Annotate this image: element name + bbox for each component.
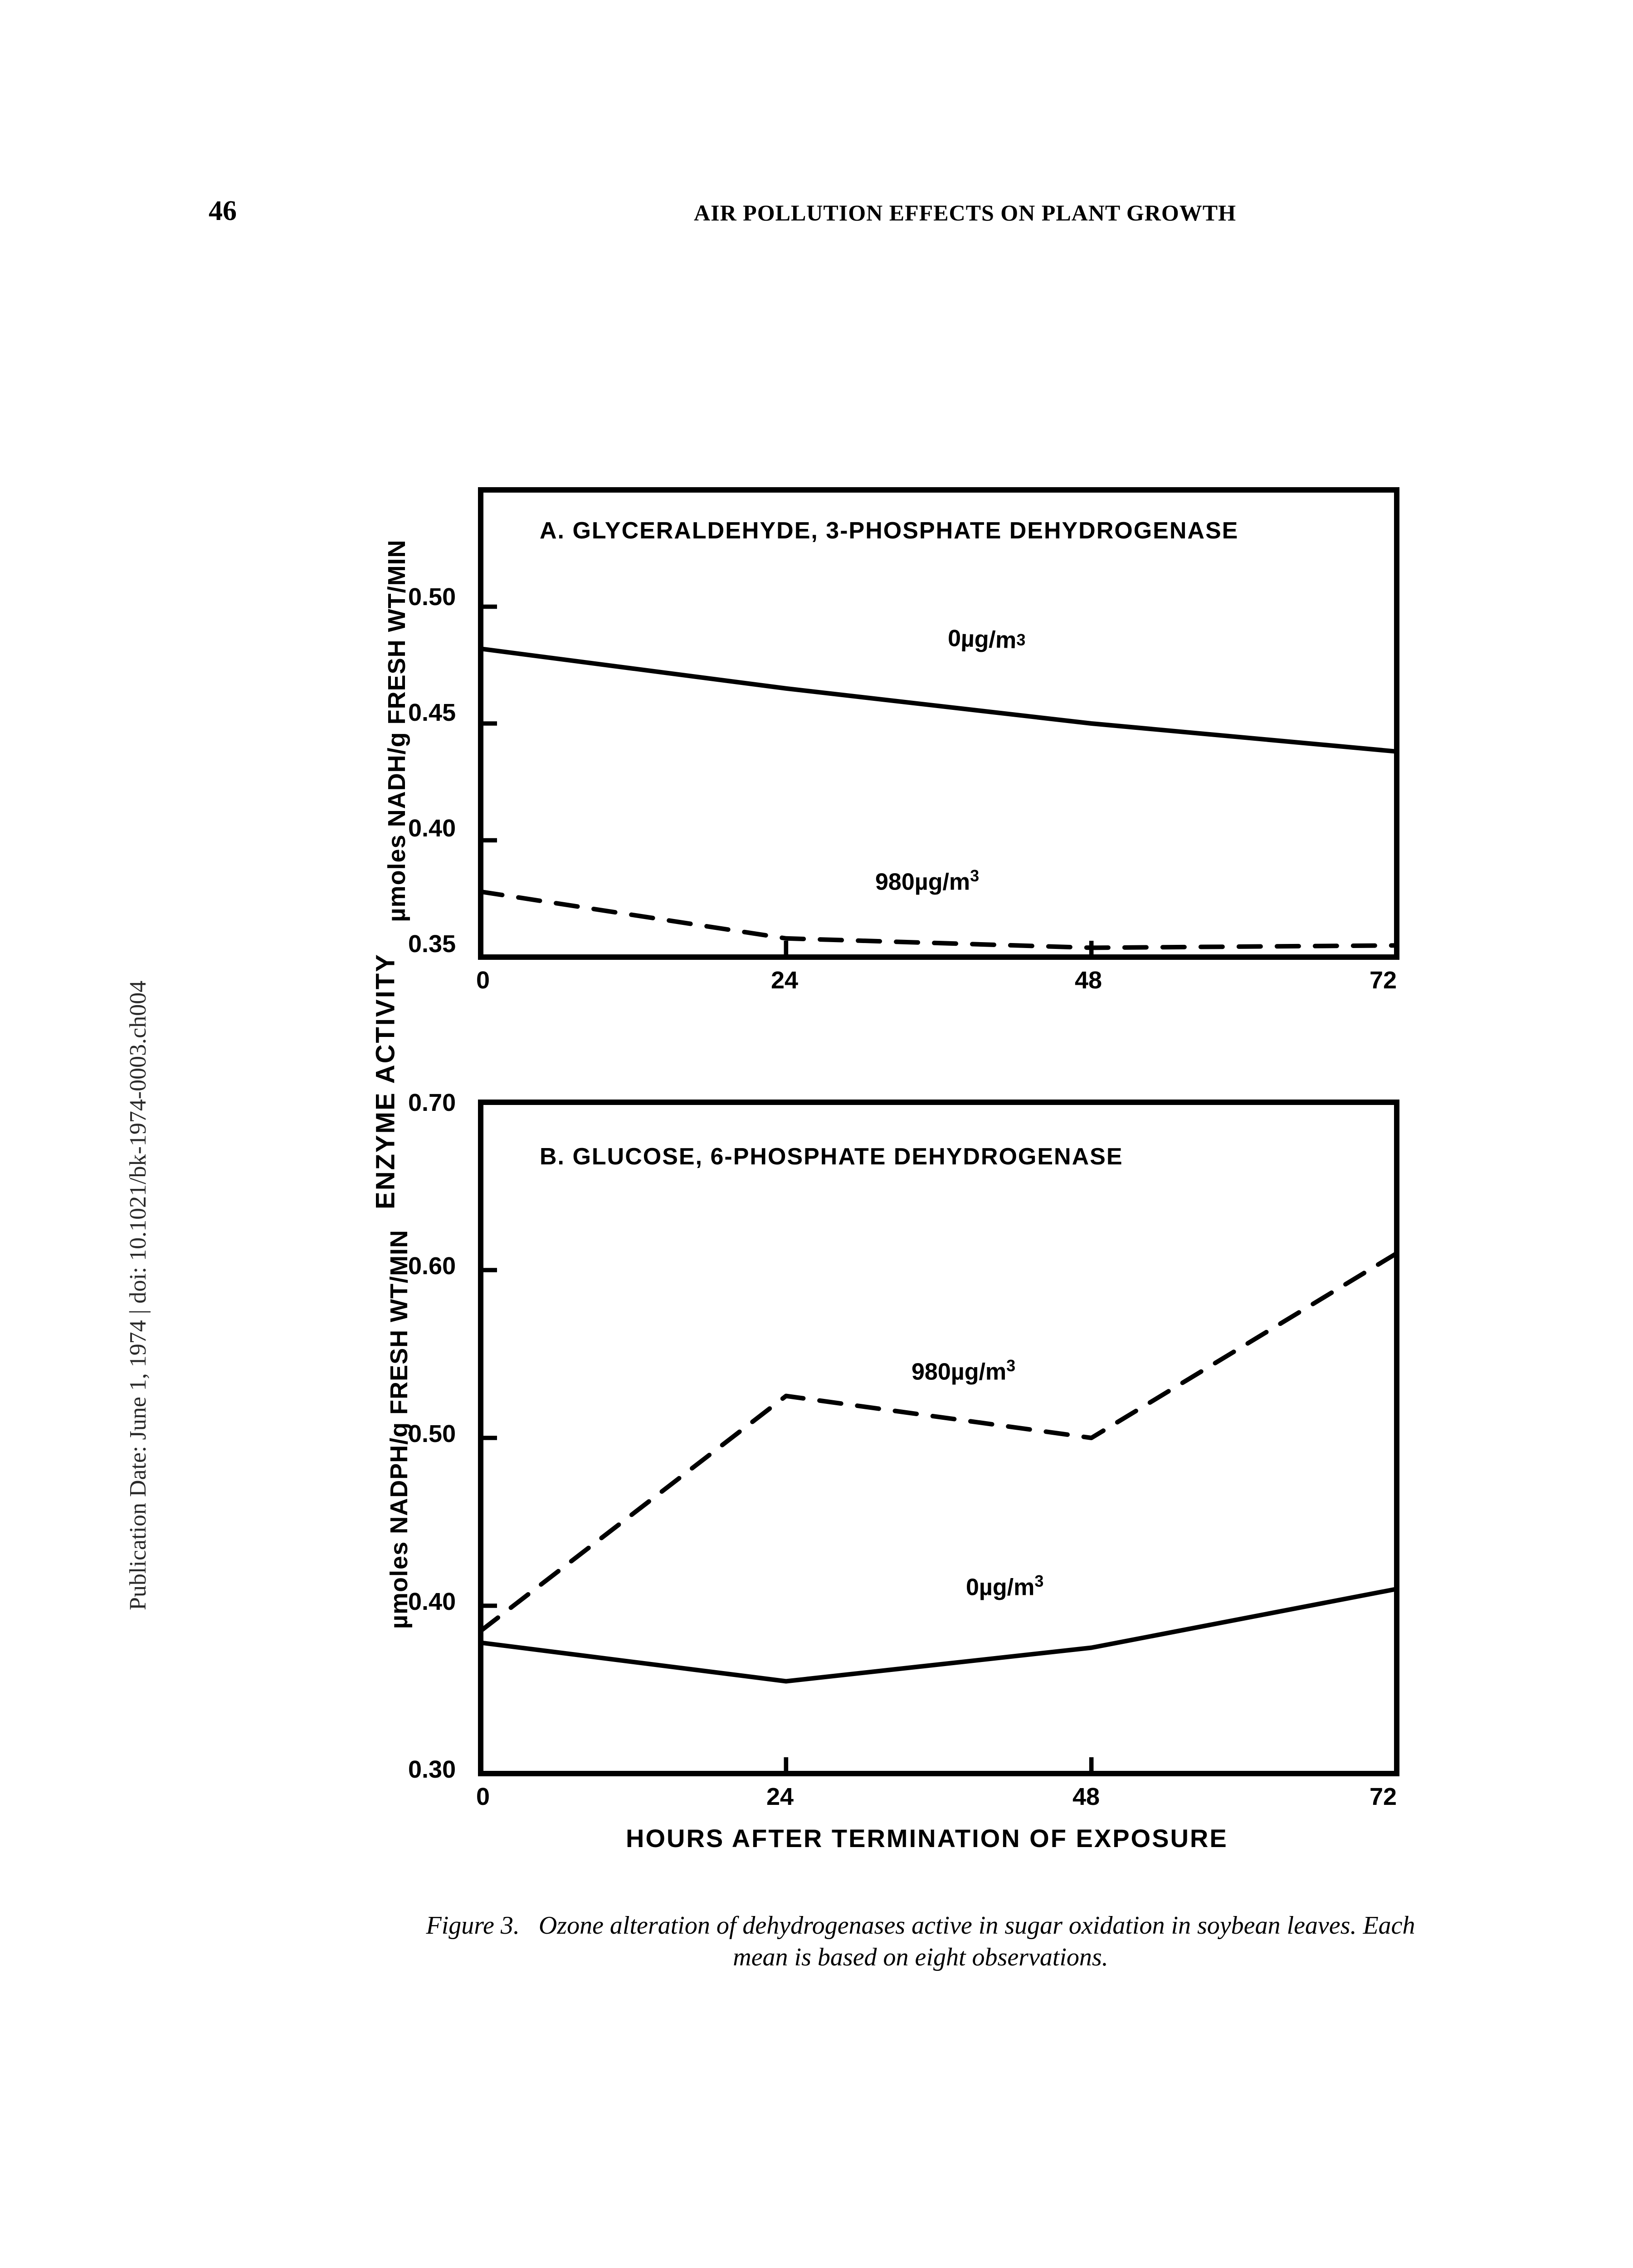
xtick-label: 48 — [1072, 1783, 1100, 1811]
xtick-label: 72 — [1370, 1783, 1397, 1811]
running-head: AIR POLLUTION EFFECTS ON PLANT GROWTH — [694, 200, 1236, 226]
xtick-label: 48 — [1075, 966, 1102, 994]
ytick-label: 0.40 — [408, 1588, 456, 1616]
panel-a-y-label: µmoles NADH/g FRESH WT/MIN — [383, 493, 411, 969]
figure-caption: Figure 3. Ozone alteration of dehydrogen… — [399, 1910, 1442, 1973]
panel-b-chart — [481, 1102, 1397, 1774]
series-label-control: 0µg/m3 — [966, 1572, 1043, 1601]
ytick-label: 0.50 — [408, 583, 456, 611]
series-label-ozone: 980µg/m3 — [875, 866, 979, 895]
figure-3: ENZYME ACTIVITY µmoles NADH/g FRESH WT/M… — [317, 476, 1451, 1973]
page: 46 AIR POLLUTION EFFECTS ON PLANT GROWTH… — [0, 0, 1633, 2268]
page-number: 46 — [209, 195, 237, 227]
ytick-label: 0.60 — [408, 1252, 456, 1280]
side-citation: Publication Date: June 1, 1974 | doi: 10… — [125, 981, 151, 1610]
series-label-ozone: 980µg/m3 — [912, 1356, 1015, 1385]
ytick-label: 0.45 — [408, 699, 456, 727]
panel-a-title: A. GLYCERALDEHYDE, 3-PHOSPHATE DEHYDROGE… — [540, 517, 1238, 544]
ytick-label: 0.50 — [408, 1420, 456, 1448]
panel-b-title: B. GLUCOSE, 6-PHOSPHATE DEHYDROGENASE — [540, 1143, 1123, 1170]
caption-body: Ozone alteration of dehydrogenases activ… — [539, 1911, 1415, 1971]
ytick-label: 0.35 — [408, 930, 456, 958]
xtick-label: 24 — [766, 1783, 794, 1811]
xtick-label: 24 — [771, 966, 798, 994]
caption-prefix: Figure 3. — [426, 1911, 520, 1940]
ytick-label: 0.40 — [408, 814, 456, 842]
series-label-control: 0µg/m3 — [947, 625, 1026, 655]
xtick-label: 72 — [1370, 966, 1397, 994]
xtick-label: 0 — [476, 966, 490, 994]
ytick-label: 0.70 — [408, 1089, 456, 1117]
xtick-label: 0 — [476, 1783, 490, 1811]
ytick-label: 0.30 — [408, 1755, 456, 1784]
x-axis-label: HOURS AFTER TERMINATION OF EXPOSURE — [626, 1823, 1228, 1853]
